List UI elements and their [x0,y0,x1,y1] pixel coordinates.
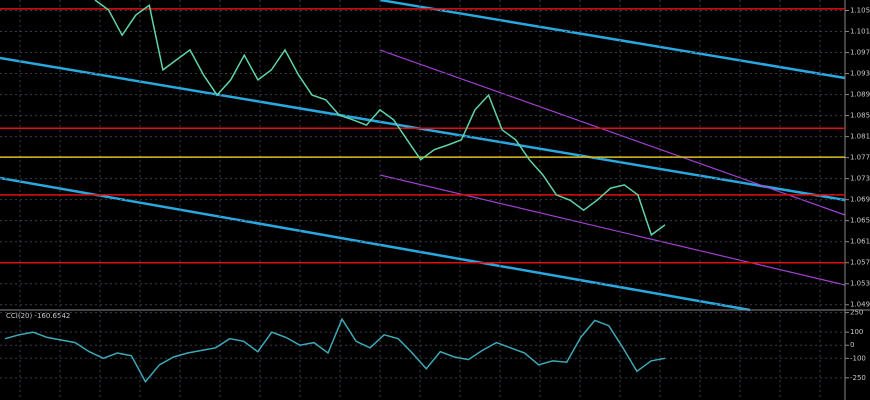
y-tick-label: 250 [850,309,863,317]
y-tick-label: 1.0979 [850,49,870,57]
trend-line [0,176,751,312]
y-tick-label: -250 [850,374,866,382]
y-tick-label: 1.1059 [850,7,870,15]
y-tick-label: 1.0699 [850,196,870,204]
channel-line [379,174,846,286]
y-tick-label: 1.0539 [850,280,870,288]
series-line [4,317,666,384]
y-tick-label: 1.0499 [850,301,870,309]
y-tick-label: 1.1019 [850,28,870,36]
series-line [94,0,666,237]
y-tick-label: -100 [850,354,866,362]
y-tick-label: 1.0579 [850,259,870,267]
trend-line [0,56,846,202]
y-tick-label: 1.0899 [850,91,870,99]
y-tick-label: 1.0859 [850,112,870,120]
y-tick-label: 1.0619 [850,238,870,246]
y-tick-label: 1.0779 [850,154,870,162]
y-tick-label: 100 [850,328,863,336]
y-tick-label: 1.0659 [850,217,870,225]
trend-lines [0,0,846,312]
y-tick-label: 1.0819 [850,133,870,141]
y-tick-label: 1.0939 [850,70,870,78]
y-tick-label: 1.0739 [850,175,870,183]
indicator-title: CCI(20) -160.6542 [6,312,70,320]
y-tick-label: 0 [850,341,854,349]
channel-line [379,49,846,216]
trend-line [379,0,846,80]
